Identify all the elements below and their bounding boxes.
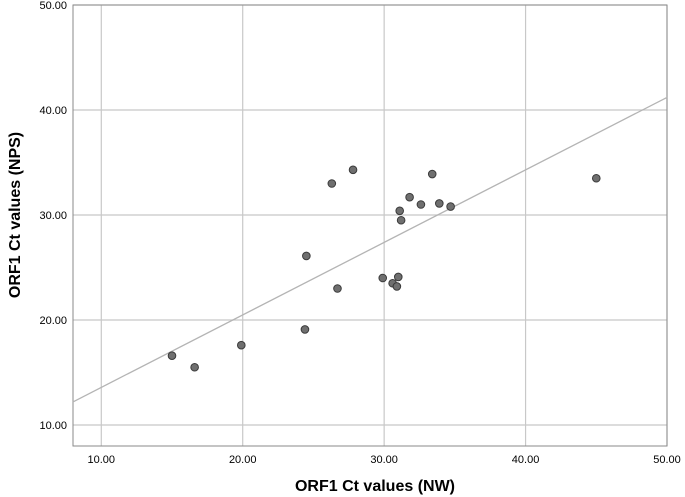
data-point: [405, 192, 414, 202]
data-point: [378, 273, 388, 283]
x-tick-label: 40.00: [512, 454, 540, 466]
y-tick-label: 10.00: [39, 420, 67, 432]
x-tick-label: 10.00: [88, 454, 116, 466]
x-tick-label: 50.00: [653, 454, 681, 466]
fit-line: [72, 96, 668, 403]
x-tick-label: 20.00: [229, 454, 257, 466]
y-axis-title: ORF1 Ct values (NPS): [7, 132, 24, 298]
data-point: [327, 179, 337, 188]
y-tick-label: 50.00: [39, 0, 67, 12]
data-point: [416, 200, 426, 209]
data-point: [237, 340, 246, 350]
data-point: [333, 284, 342, 293]
y-tick-label: 20.00: [39, 315, 67, 327]
data-point: [348, 165, 358, 175]
data-point: [395, 206, 405, 216]
data-point: [435, 199, 444, 208]
data-point: [427, 169, 437, 179]
x-tick-label: 30.00: [370, 454, 398, 466]
grid-lines: [73, 4, 668, 446]
data-point: [591, 173, 601, 183]
data-point: [446, 202, 455, 211]
data-point: [392, 282, 402, 291]
data-point: [300, 325, 310, 334]
data-point: [396, 215, 406, 225]
data-points: [167, 165, 601, 372]
data-point: [167, 351, 177, 361]
x-axis-title: ORF1 Ct values (NW): [295, 478, 455, 495]
y-axis-tick-labels: 10.00 20.00 30.00 40.00 50.00: [39, 0, 67, 432]
data-point: [302, 251, 311, 261]
y-tick-label: 40.00: [39, 105, 67, 117]
plot-area-frame: [72, 4, 668, 447]
data-point: [190, 362, 199, 372]
x-axis-tick-labels: 10.00 20.00 30.00 40.00 50.00: [88, 454, 681, 466]
y-tick-label: 30.00: [39, 210, 67, 222]
data-point: [393, 272, 403, 282]
